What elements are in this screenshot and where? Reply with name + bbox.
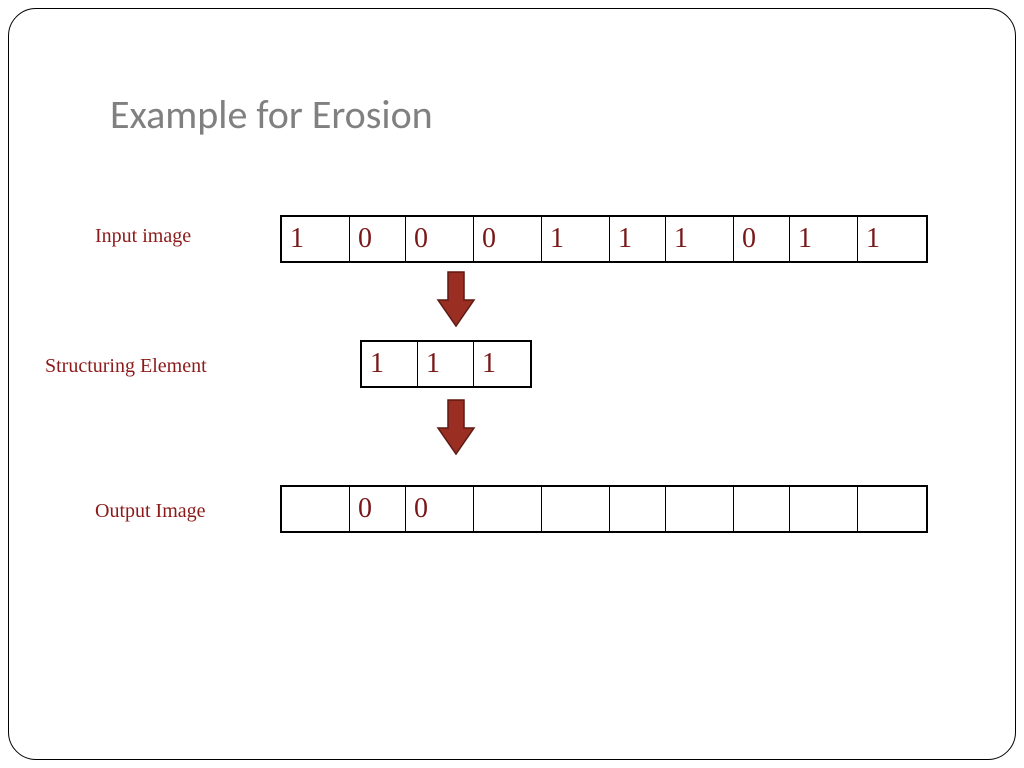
row-output: 00 xyxy=(280,485,928,533)
label-input: Input image xyxy=(95,225,191,248)
cell xyxy=(666,487,734,531)
cell: 1 xyxy=(858,217,926,261)
cell: 0 xyxy=(734,217,790,261)
cell: 0 xyxy=(406,487,474,531)
cell: 1 xyxy=(418,342,474,386)
cell: 0 xyxy=(406,217,474,261)
arrow-down-icon xyxy=(436,398,476,461)
label-struct: Structuring Element xyxy=(45,355,207,378)
cell xyxy=(790,487,858,531)
cell: 0 xyxy=(474,217,542,261)
page-title: Example for Erosion xyxy=(110,90,433,139)
label-output: Output Image xyxy=(95,500,206,523)
cell xyxy=(282,487,350,531)
cell xyxy=(734,487,790,531)
cell: 0 xyxy=(350,217,406,261)
cell xyxy=(858,487,926,531)
cell xyxy=(474,487,542,531)
cell: 1 xyxy=(542,217,610,261)
cell xyxy=(542,487,610,531)
cell: 1 xyxy=(610,217,666,261)
arrow-down-icon xyxy=(436,270,476,333)
cell xyxy=(610,487,666,531)
cell: 1 xyxy=(666,217,734,261)
cell: 0 xyxy=(350,487,406,531)
row-struct: 111 xyxy=(360,340,532,388)
cell: 1 xyxy=(362,342,418,386)
row-input: 1000111011 xyxy=(280,215,928,263)
cell: 1 xyxy=(790,217,858,261)
cell: 1 xyxy=(474,342,530,386)
cell: 1 xyxy=(282,217,350,261)
